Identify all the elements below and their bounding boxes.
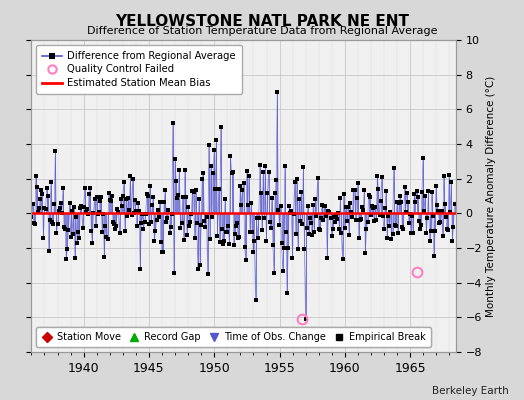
Y-axis label: Monthly Temperature Anomaly Difference (°C): Monthly Temperature Anomaly Difference (… [486, 75, 496, 317]
Text: YELLOWSTONE NATL PARK NE ENT: YELLOWSTONE NATL PARK NE ENT [115, 14, 409, 29]
Legend: Station Move, Record Gap, Time of Obs. Change, Empirical Break: Station Move, Record Gap, Time of Obs. C… [36, 328, 431, 347]
Text: Difference of Station Temperature Data from Regional Average: Difference of Station Temperature Data f… [87, 26, 437, 36]
Text: Berkeley Earth: Berkeley Earth [432, 386, 508, 396]
